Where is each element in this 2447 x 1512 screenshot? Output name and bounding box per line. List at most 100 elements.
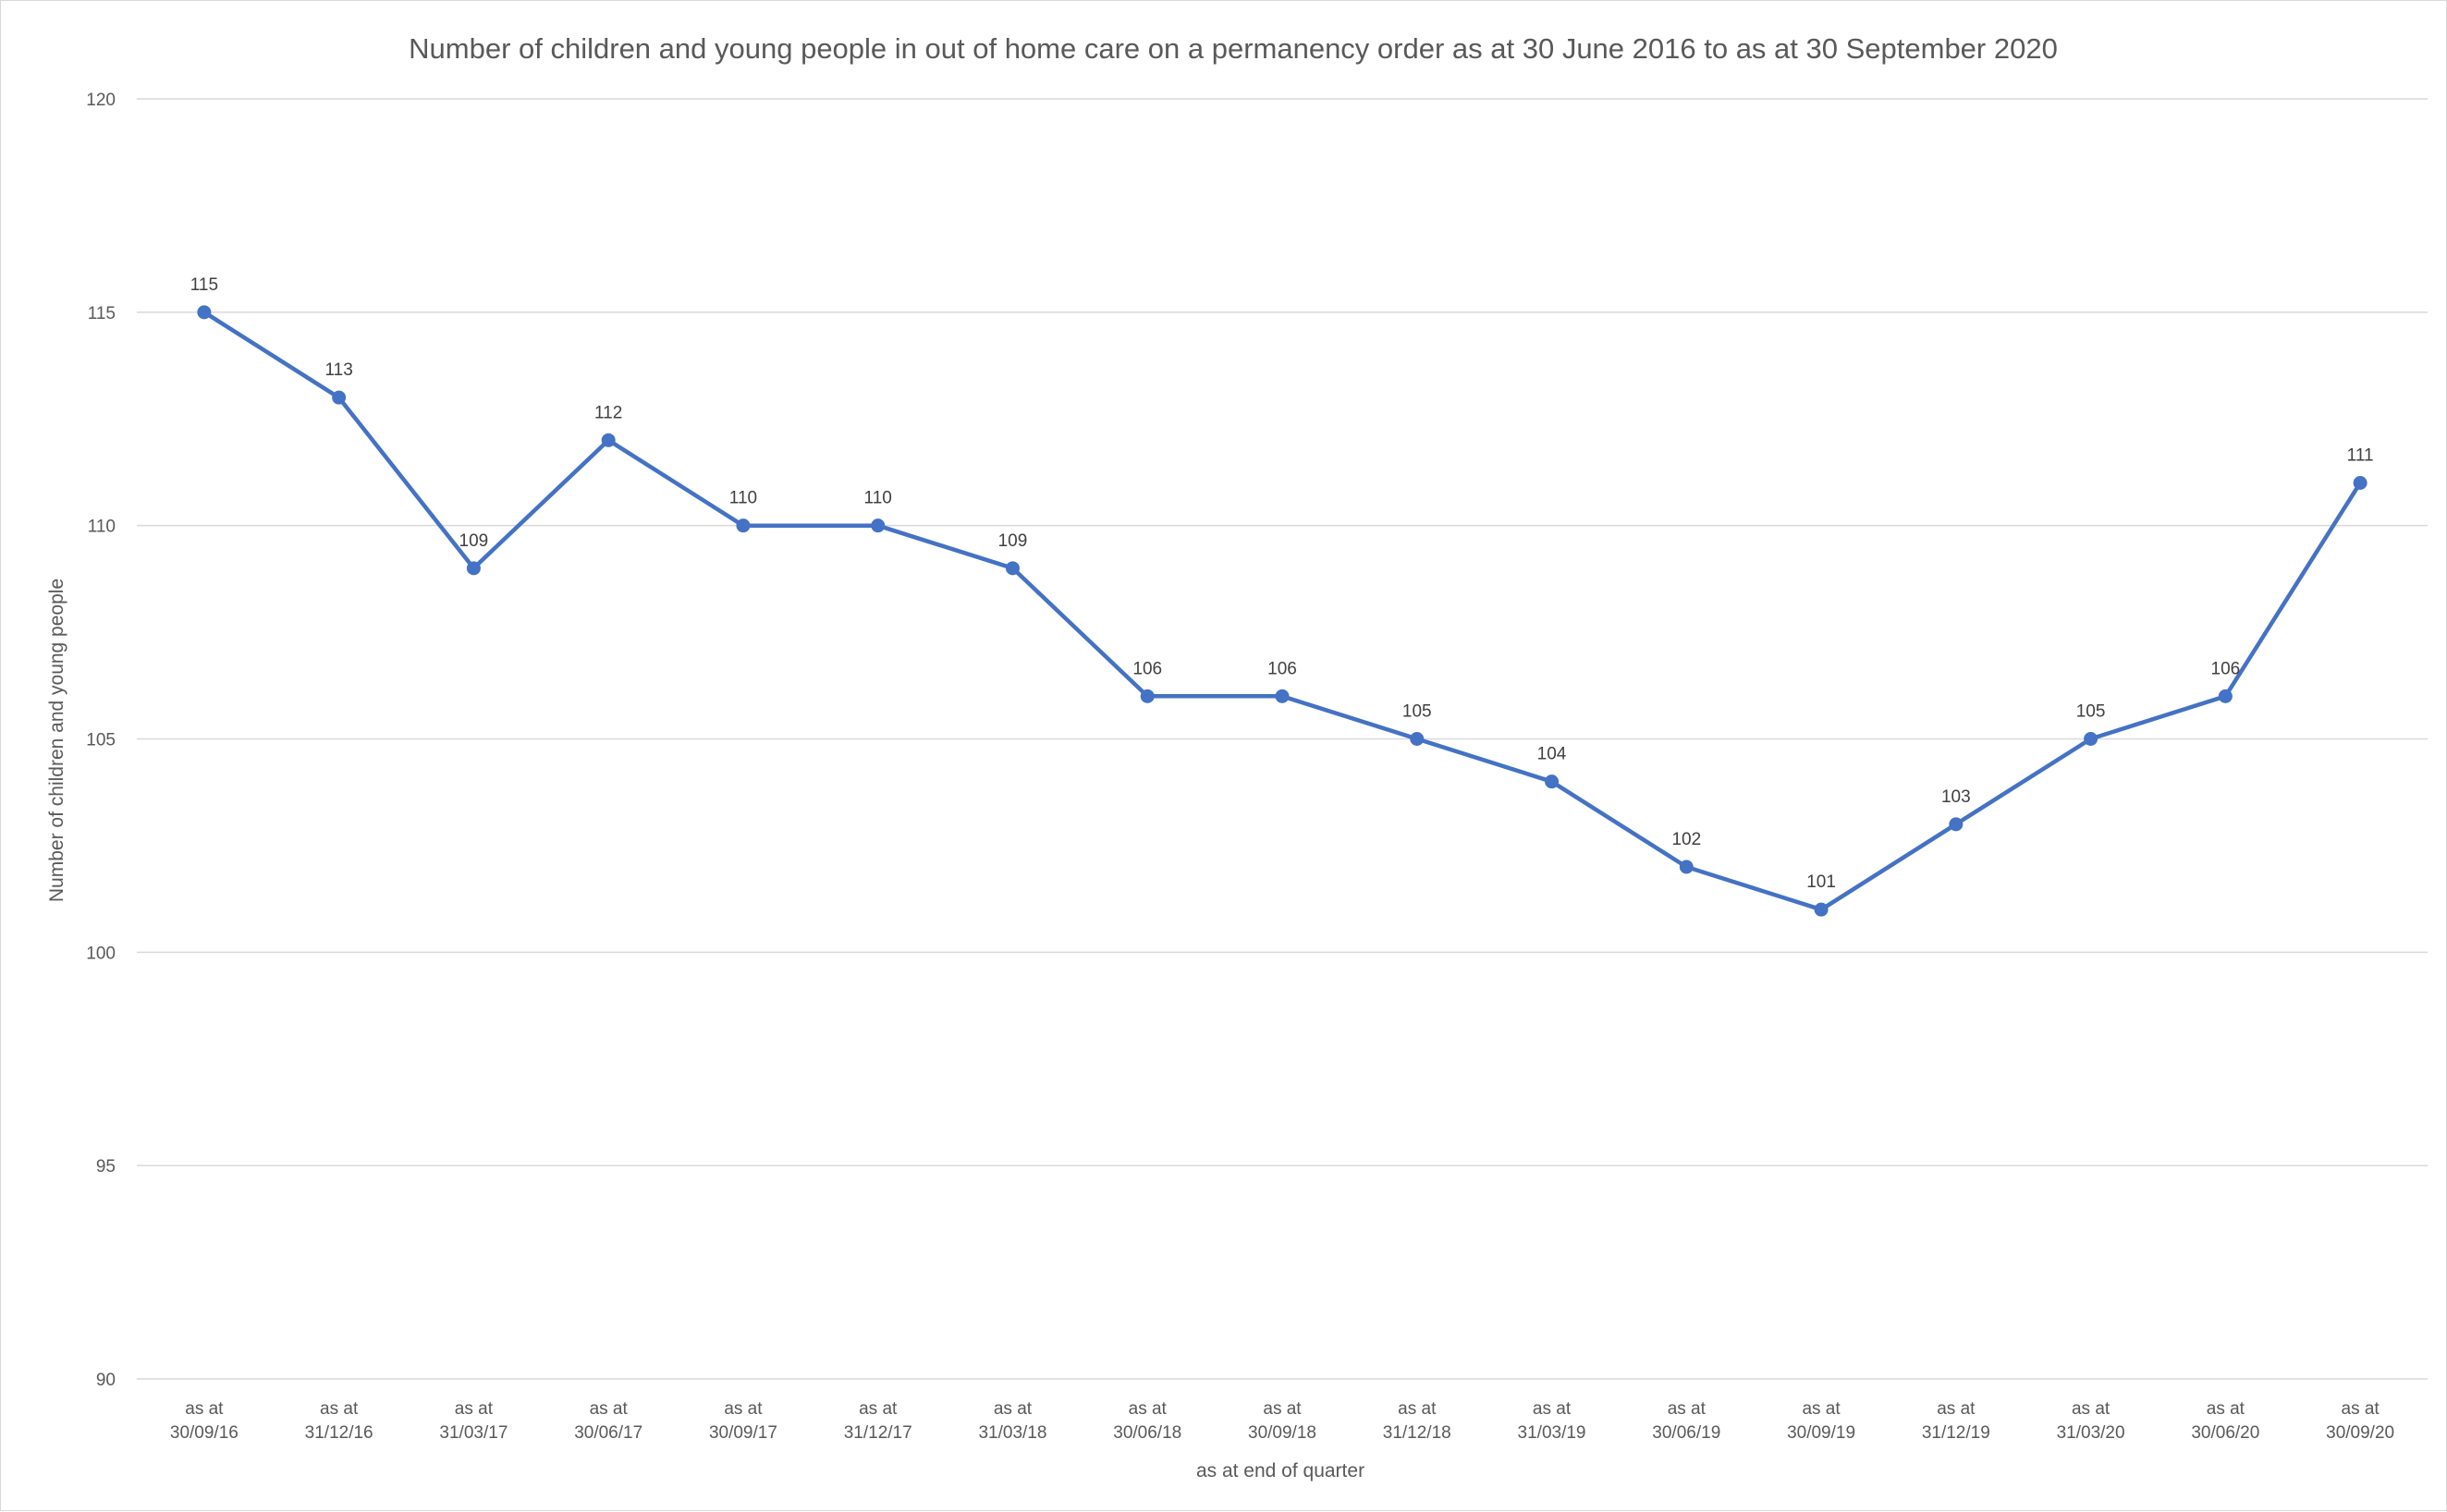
x-tick-label: as at 31/12/16: [305, 1399, 373, 1443]
series-layer: [197, 305, 2367, 917]
x-tick-label-line: as at: [590, 1399, 629, 1419]
x-tick-label-line: as at: [1802, 1399, 1841, 1419]
data-point: [1545, 774, 1560, 789]
y-tick-label: 120: [86, 91, 116, 110]
x-tick-label-line: as at: [320, 1399, 359, 1419]
x-tick-label: as at 30/06/20: [2191, 1399, 2259, 1443]
x-tick-label-line: as at: [2342, 1399, 2380, 1419]
y-tick-label: 110: [88, 518, 116, 537]
y-tick-label: 90: [96, 1371, 116, 1390]
x-tick-label-line: 31/12/16: [305, 1423, 373, 1443]
data-label: 106: [1132, 659, 1162, 678]
data-label: 109: [459, 531, 489, 551]
x-tick-label-line: 30/06/17: [574, 1423, 642, 1443]
x-tick-label-line: as at: [1263, 1399, 1302, 1419]
y-tick-label: 115: [88, 304, 116, 323]
x-tick-label: as at 30/09/19: [1787, 1399, 1855, 1443]
data-point: [736, 518, 751, 533]
x-tick-label-line: as at: [724, 1399, 763, 1419]
data-point: [2084, 732, 2098, 746]
x-tick-label-line: 31/03/20: [2057, 1423, 2125, 1443]
x-tick-label-line: as at: [859, 1399, 898, 1419]
x-tick-label: as at 30/09/17: [709, 1399, 777, 1443]
x-tick-label-line: 30/06/20: [2191, 1423, 2259, 1443]
data-point: [601, 433, 616, 447]
x-tick-label-line: as at: [1937, 1399, 1976, 1419]
data-label: 113: [324, 360, 352, 380]
data-label: 103: [1941, 787, 1971, 807]
y-axis-ticks: 90 95 100 105 110 115 120: [86, 91, 116, 1390]
data-label: 105: [1402, 702, 1432, 722]
chart-title: Number of children and young people in o…: [409, 32, 2058, 65]
x-tick-label-line: 31/03/19: [1518, 1423, 1586, 1443]
data-label: 106: [2211, 659, 2241, 678]
x-tick-label-line: as at: [2072, 1399, 2111, 1419]
x-tick-label-line: 30/09/18: [1248, 1423, 1316, 1443]
data-point: [1814, 902, 1829, 917]
data-label: 110: [864, 489, 892, 508]
x-tick-label-line: 31/12/19: [1922, 1423, 1990, 1443]
x-tick-label-line: as at: [455, 1399, 494, 1419]
data-label: 105: [2076, 702, 2106, 722]
x-tick-label-line: 31/03/18: [978, 1423, 1046, 1443]
data-point: [466, 561, 481, 576]
data-point: [1275, 689, 1290, 703]
x-tick-label-line: as at: [994, 1399, 1033, 1419]
x-tick-label: as at 30/06/17: [574, 1399, 642, 1443]
x-tick-label-line: 30/06/19: [1652, 1423, 1720, 1443]
x-tick-label-line: as at: [1668, 1399, 1707, 1419]
x-tick-label: as at 31/12/18: [1383, 1399, 1451, 1443]
x-tick-label-line: as at: [185, 1399, 224, 1419]
data-point: [1679, 860, 1694, 874]
data-point: [332, 390, 347, 405]
x-axis-label: as at end of quarter: [1196, 1460, 1364, 1482]
data-point: [1140, 689, 1155, 703]
data-label: 111: [2347, 446, 2374, 466]
x-tick-label: as at 30/09/18: [1248, 1399, 1316, 1443]
y-axis-label: Number of children and young people: [46, 579, 67, 902]
y-tick-label: 100: [86, 944, 116, 963]
x-tick-label-line: as at: [1533, 1399, 1572, 1419]
x-tick-label: as at 30/06/19: [1652, 1399, 1720, 1443]
x-tick-label-line: as at: [1129, 1399, 1168, 1419]
x-tick-label: as at 31/03/20: [2057, 1399, 2125, 1443]
x-tick-label: as at 31/12/17: [844, 1399, 912, 1443]
x-tick-label-line: 30/09/20: [2326, 1423, 2394, 1443]
data-label: 102: [1671, 830, 1701, 849]
x-tick-label: as at 31/03/17: [439, 1399, 508, 1443]
data-label: 104: [1537, 745, 1567, 764]
x-tick-label-line: as at: [1398, 1399, 1437, 1419]
x-tick-label-line: as at: [2207, 1399, 2245, 1419]
x-tick-label: as at 30/06/18: [1113, 1399, 1181, 1443]
data-label: 110: [729, 489, 757, 508]
x-tick-label-line: 30/09/16: [170, 1423, 239, 1443]
x-tick-label: as at 30/09/20: [2326, 1399, 2394, 1443]
data-point: [871, 518, 886, 533]
x-tick-label-line: 31/12/18: [1383, 1423, 1451, 1443]
data-label: 112: [594, 403, 622, 422]
x-tick-label: as at 31/12/19: [1922, 1399, 1990, 1443]
data-point: [1005, 561, 1020, 576]
data-label: 101: [1806, 872, 1836, 892]
x-tick-label-line: 30/09/17: [709, 1423, 777, 1443]
x-tick-label: as at 30/09/16: [170, 1399, 239, 1443]
x-tick-label-line: 30/09/19: [1787, 1423, 1855, 1443]
data-point: [2353, 476, 2367, 490]
y-tick-label: 105: [86, 731, 116, 750]
data-labels: 115 113 109 112 110 110 109 106 106 105 104 102 101 1…: [190, 275, 2374, 892]
data-point: [197, 305, 212, 320]
data-point: [2218, 689, 2233, 703]
data-label: 109: [998, 531, 1028, 551]
x-tick-label-line: 31/03/17: [439, 1423, 508, 1443]
data-point: [1949, 817, 1964, 832]
x-tick-label-line: 30/06/18: [1113, 1423, 1181, 1443]
data-point: [1410, 732, 1425, 746]
data-label: 106: [1267, 659, 1297, 678]
data-label: 115: [190, 275, 218, 295]
y-tick-label: 95: [96, 1157, 116, 1177]
x-tick-label-line: 31/12/17: [844, 1423, 912, 1443]
x-tick-label: as at 31/03/18: [978, 1399, 1046, 1443]
